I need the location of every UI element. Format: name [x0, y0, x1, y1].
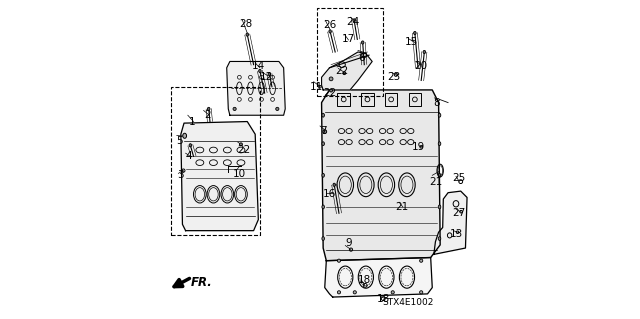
Ellipse shape	[391, 291, 394, 294]
Polygon shape	[434, 191, 467, 254]
Text: 22: 22	[323, 88, 336, 98]
Ellipse shape	[337, 291, 340, 294]
Ellipse shape	[189, 144, 191, 147]
Text: 23: 23	[388, 72, 401, 82]
Text: 6: 6	[358, 53, 364, 63]
Ellipse shape	[330, 89, 333, 92]
Text: 22: 22	[335, 66, 349, 76]
Ellipse shape	[343, 72, 346, 75]
Ellipse shape	[438, 142, 441, 145]
Polygon shape	[227, 62, 285, 115]
Ellipse shape	[207, 107, 210, 110]
Text: 27: 27	[452, 208, 466, 218]
Text: 5: 5	[176, 136, 182, 145]
Ellipse shape	[183, 133, 186, 138]
Text: 18: 18	[358, 275, 371, 285]
Text: 26: 26	[323, 20, 336, 30]
Bar	[361, 93, 374, 106]
Bar	[408, 93, 421, 106]
Ellipse shape	[423, 50, 426, 54]
Polygon shape	[321, 90, 440, 261]
Text: 24: 24	[347, 17, 360, 27]
Text: 3: 3	[177, 170, 184, 180]
Text: 18: 18	[376, 293, 390, 304]
Ellipse shape	[322, 113, 324, 117]
Bar	[317, 8, 383, 96]
Text: STX4E1002: STX4E1002	[383, 298, 434, 307]
Polygon shape	[181, 122, 259, 231]
Text: 10: 10	[233, 169, 246, 179]
FancyArrowPatch shape	[174, 278, 189, 287]
Polygon shape	[321, 52, 372, 90]
Text: 21: 21	[429, 177, 442, 187]
Ellipse shape	[329, 30, 332, 33]
Ellipse shape	[438, 237, 441, 241]
Text: 15: 15	[405, 38, 419, 48]
Ellipse shape	[438, 174, 441, 177]
Ellipse shape	[259, 69, 261, 72]
Text: 28: 28	[239, 19, 252, 28]
Bar	[385, 93, 397, 106]
Ellipse shape	[333, 183, 335, 186]
Text: 25: 25	[452, 174, 466, 183]
Ellipse shape	[322, 142, 324, 145]
Text: 4: 4	[186, 151, 192, 161]
Text: 11: 11	[310, 82, 323, 92]
Bar	[172, 87, 260, 235]
Ellipse shape	[438, 113, 441, 117]
Text: 7: 7	[320, 126, 326, 136]
Ellipse shape	[420, 291, 423, 294]
Text: FR.: FR.	[191, 276, 212, 289]
Ellipse shape	[239, 143, 243, 146]
Polygon shape	[324, 257, 432, 297]
Ellipse shape	[353, 291, 356, 294]
Ellipse shape	[233, 107, 236, 110]
Ellipse shape	[322, 174, 324, 177]
Text: 2: 2	[204, 110, 211, 120]
Text: 12: 12	[260, 72, 273, 82]
Ellipse shape	[322, 237, 324, 241]
Text: 20: 20	[415, 61, 428, 71]
Ellipse shape	[353, 19, 355, 22]
Ellipse shape	[329, 77, 333, 81]
Ellipse shape	[362, 41, 364, 44]
Ellipse shape	[322, 205, 324, 209]
Text: 17: 17	[342, 34, 355, 44]
Ellipse shape	[268, 72, 271, 76]
Bar	[337, 93, 350, 106]
Text: 8: 8	[434, 98, 440, 108]
Ellipse shape	[420, 259, 423, 262]
Text: 9: 9	[345, 238, 352, 248]
Text: 19: 19	[412, 142, 425, 152]
Text: 21: 21	[396, 202, 409, 212]
Text: 16: 16	[323, 189, 336, 199]
Ellipse shape	[323, 130, 326, 134]
Ellipse shape	[413, 32, 416, 34]
Text: 14: 14	[252, 61, 265, 71]
Ellipse shape	[438, 205, 441, 209]
Ellipse shape	[276, 107, 279, 110]
Text: 22: 22	[237, 145, 251, 155]
Text: 1: 1	[189, 116, 195, 127]
Text: 13: 13	[449, 229, 463, 239]
Ellipse shape	[337, 259, 340, 262]
Ellipse shape	[246, 33, 248, 36]
